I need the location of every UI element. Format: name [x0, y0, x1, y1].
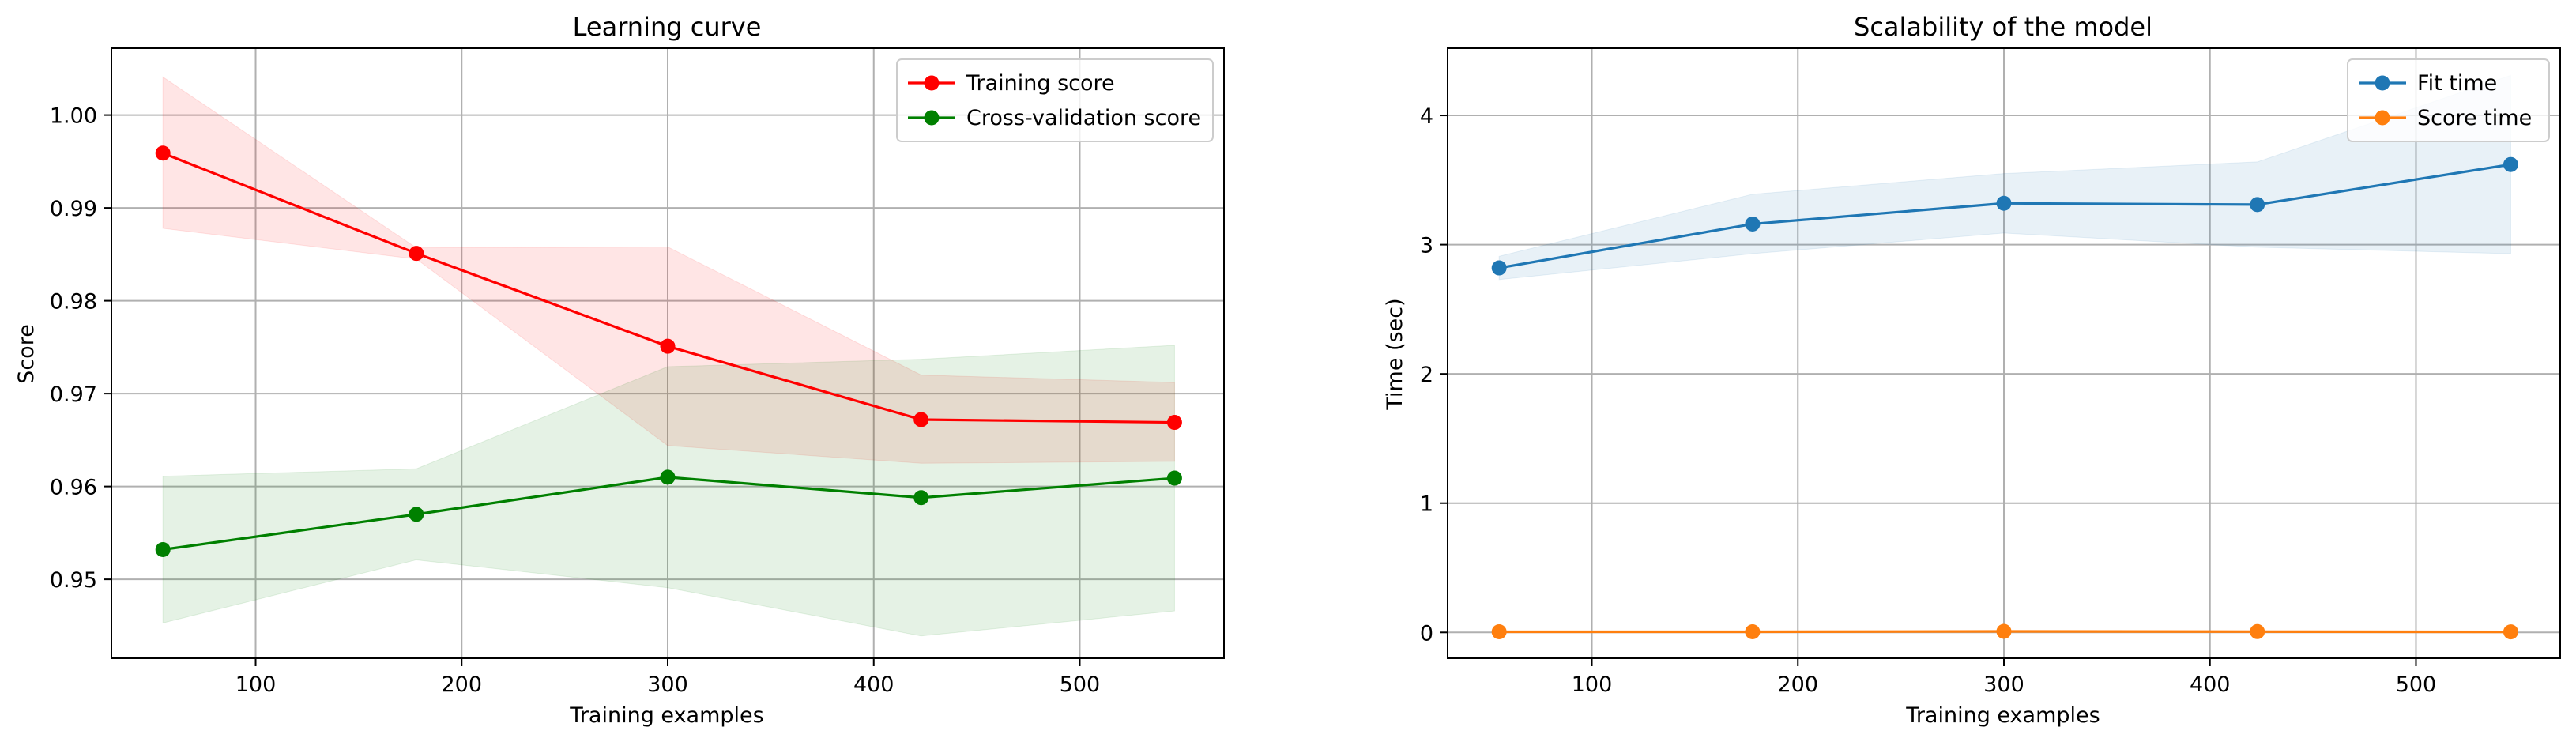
scalability-xtick-label: 200 [1777, 672, 1818, 697]
scalability-legend-label: Score time [2417, 106, 2532, 130]
learning-curve-panel: Learning curve Training examples Score 1… [14, 12, 1225, 728]
learning-curve-ytick-label: 0.95 [50, 568, 97, 593]
learning-curve-legend-label: Cross-validation score [966, 106, 1201, 130]
scalability-legend-marker [2375, 110, 2390, 126]
scalability-score-time-point [1491, 623, 1507, 639]
learning-curve-training-score-point [155, 145, 171, 161]
scalability-score-time-point [1745, 623, 1761, 639]
learning-curve-xtick-label: 300 [647, 672, 688, 697]
scalability-fit-time-point [1491, 260, 1507, 276]
learning-curve-xticks: 100 200 300 400 500 [235, 658, 1101, 697]
learning-curve-cross-validation-score-point [155, 542, 171, 558]
scalability-score-time-point [2250, 623, 2265, 639]
scalability-xtick-label: 300 [1983, 672, 2024, 697]
learning-curve-cross-validation-score-point [660, 469, 676, 485]
learning-curve-xtick-label: 200 [441, 672, 482, 697]
learning-curve-ytick-label: 0.99 [50, 197, 97, 221]
scalability-ytick-label: 1 [1420, 492, 1433, 517]
scalability-panel: Scalability of the model Training exampl… [1383, 12, 2561, 728]
scalability-xtick-label: 500 [2396, 672, 2437, 697]
scalability-legend: Fit time Score time [2347, 58, 2550, 142]
scalability-fit-time-point [2250, 197, 2265, 213]
scalability-xticks: 100 200 300 400 500 [1572, 658, 2437, 697]
scalability-ylabel: Time (sec) [1383, 298, 1407, 410]
learning-curve-legend-box [896, 58, 1214, 142]
learning-curve-cross-validation-score-point [409, 507, 424, 522]
learning-curve-training-score-point [1166, 415, 1182, 431]
learning-curve-legend: Training score Cross-validation score [896, 58, 1214, 142]
learning-curve-legend-marker [924, 75, 940, 91]
scalability-score-time-point [2503, 624, 2518, 640]
scalability-xtick-label: 100 [1572, 672, 1613, 697]
learning-curve-ytick-label: 0.97 [50, 382, 97, 407]
scalability-fit-time-point [1745, 216, 1761, 232]
scalability-xtick-label: 400 [2190, 672, 2231, 697]
learning-curve-xtick-label: 100 [235, 672, 277, 697]
scalability-ytick-label: 4 [1420, 104, 1433, 129]
scalability-ytick-label: 0 [1420, 621, 1433, 646]
scalability-fit-time-point [1996, 195, 2012, 211]
learning-curve-ytick-label: 1.00 [50, 104, 97, 129]
learning-curve-legend-label: Training score [966, 71, 1115, 96]
learning-curve-ytick-label: 0.96 [50, 476, 97, 500]
scalability-title: Scalability of the model [1854, 12, 2152, 42]
learning-curve-xtick-label: 500 [1060, 672, 1101, 697]
learning-curve-title: Learning curve [573, 12, 762, 42]
scalability-score-time-point [1996, 623, 2012, 639]
scalability-legend-box [2347, 58, 2550, 142]
scalability-fit-time-point [2503, 156, 2518, 172]
learning-curve-training-score-point [409, 246, 424, 262]
learning-curve-training-score-band [162, 76, 1175, 464]
scalability-legend-marker [2375, 75, 2390, 91]
learning-curve-xtick-label: 400 [853, 672, 894, 697]
scalability-xlabel: Training examples [1905, 703, 2100, 728]
scalability-legend-label: Fit time [2417, 71, 2497, 96]
learning-curve-cross-validation-score-point [913, 490, 929, 506]
learning-curve-ylabel: Score [14, 324, 39, 384]
learning-curve-training-score-point [660, 338, 676, 354]
learning-curve-yticks: 0.95 0.96 0.97 0.98 0.99 1.00 [50, 104, 111, 593]
learning-curve-points [155, 145, 1182, 558]
scalability-yticks: 0 1 2 3 4 [1420, 104, 1448, 646]
scalability-points [1491, 156, 2518, 640]
learning-curve-ytick-label: 0.98 [50, 290, 97, 315]
scalability-ytick-label: 3 [1420, 234, 1433, 258]
learning-curve-cross-validation-score-point [1166, 470, 1182, 486]
learning-curve-legend-marker [924, 110, 940, 126]
learning-curve-xlabel: Training examples [569, 703, 763, 728]
scalability-ytick-label: 2 [1420, 363, 1433, 387]
learning-curve-training-score-point [913, 412, 929, 427]
